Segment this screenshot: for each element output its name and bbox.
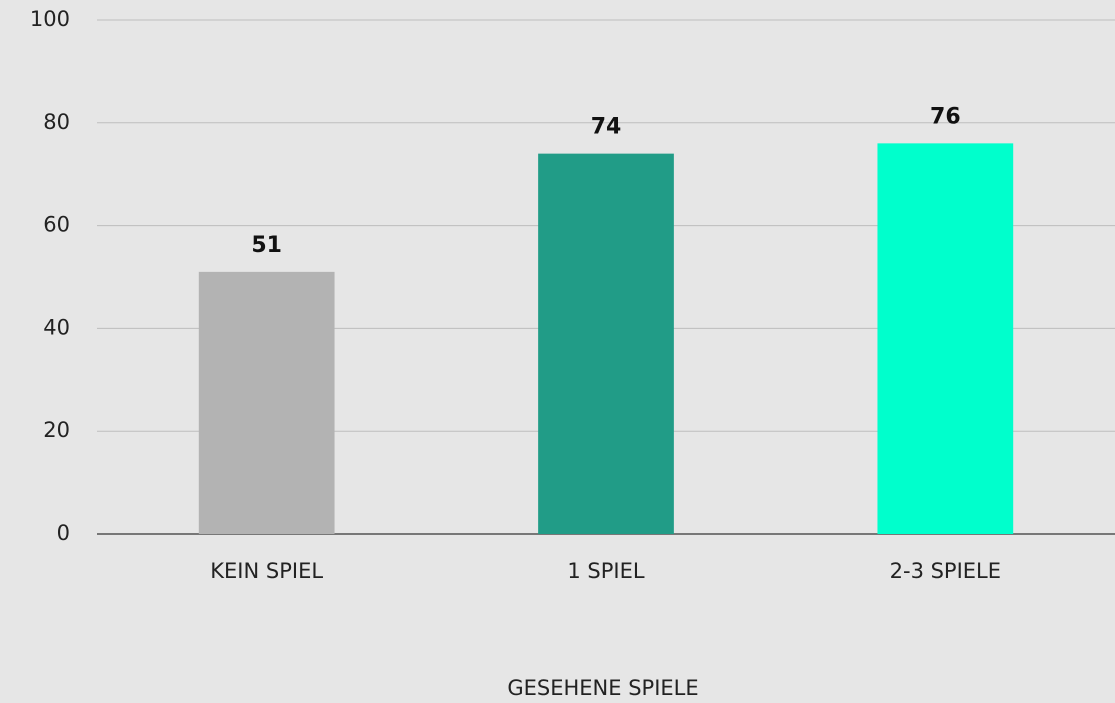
y-tick-label: 100 bbox=[30, 7, 70, 31]
x-tick-label: 1 SPIEL bbox=[567, 559, 644, 583]
x-tick-label: 2-3 SPIELE bbox=[890, 559, 1001, 583]
y-tick-label: 0 bbox=[57, 521, 70, 545]
bar bbox=[198, 271, 335, 534]
data-label: 74 bbox=[591, 115, 622, 140]
data-label: 51 bbox=[251, 233, 282, 258]
data-label: 76 bbox=[930, 104, 961, 129]
bar bbox=[538, 153, 674, 534]
y-tick-label: 20 bbox=[43, 418, 70, 442]
bar bbox=[877, 143, 1014, 535]
y-tick-label: 40 bbox=[43, 315, 70, 339]
y-tick-label: 60 bbox=[43, 213, 70, 237]
y-tick-label: 80 bbox=[43, 110, 70, 134]
x-tick-label: KEIN SPIEL bbox=[210, 559, 323, 583]
x-axis-title: GESEHENE SPIELE bbox=[507, 676, 698, 700]
